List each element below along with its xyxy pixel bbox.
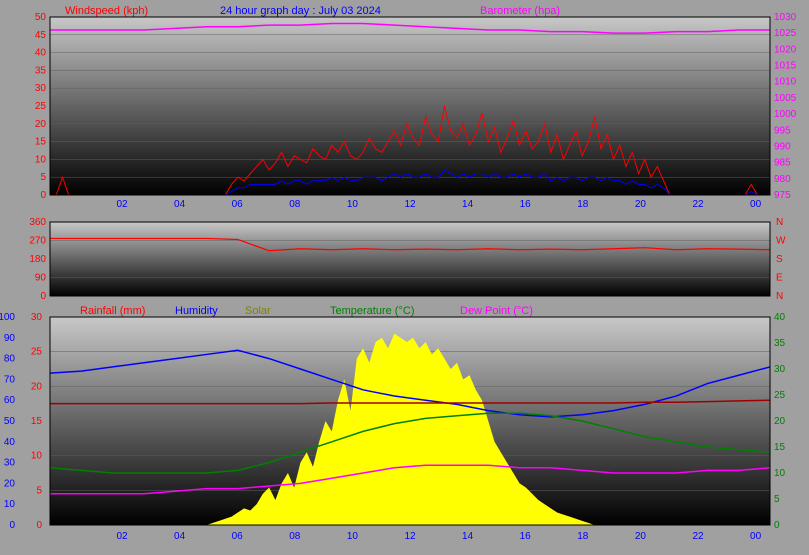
svg-text:270: 270 <box>29 236 46 247</box>
svg-text:5: 5 <box>36 485 42 496</box>
svg-text:Rainfall (mm): Rainfall (mm) <box>80 305 145 317</box>
svg-text:975: 975 <box>774 190 791 201</box>
svg-text:45: 45 <box>35 30 47 41</box>
svg-text:90: 90 <box>35 273 47 284</box>
svg-text:180: 180 <box>29 254 46 265</box>
svg-text:1000: 1000 <box>774 109 797 120</box>
svg-text:0: 0 <box>40 190 46 201</box>
svg-text:Solar: Solar <box>245 305 271 317</box>
svg-text:1015: 1015 <box>774 61 797 72</box>
svg-text:50: 50 <box>35 12 47 23</box>
svg-text:15: 15 <box>35 137 47 148</box>
svg-text:20: 20 <box>31 381 43 392</box>
svg-text:Dew Point (°C): Dew Point (°C) <box>460 305 533 317</box>
svg-text:25: 25 <box>31 347 43 358</box>
svg-text:Barometer (hpa): Barometer (hpa) <box>480 5 560 17</box>
svg-text:04: 04 <box>174 199 186 210</box>
svg-text:16: 16 <box>520 199 532 210</box>
svg-text:20: 20 <box>635 531 647 542</box>
svg-text:N: N <box>776 291 783 302</box>
svg-text:06: 06 <box>232 199 244 210</box>
svg-text:15: 15 <box>31 416 43 427</box>
svg-text:08: 08 <box>289 531 301 542</box>
svg-text:18: 18 <box>577 531 589 542</box>
svg-text:1005: 1005 <box>774 93 797 104</box>
weather-chart: 0510152025303540455097598098599099510001… <box>0 0 809 555</box>
svg-text:30: 30 <box>31 312 43 323</box>
svg-text:W: W <box>776 236 786 247</box>
svg-text:990: 990 <box>774 141 791 152</box>
svg-text:100: 100 <box>0 312 15 323</box>
svg-text:0: 0 <box>36 520 42 531</box>
svg-text:12: 12 <box>404 531 416 542</box>
svg-text:15: 15 <box>774 442 786 453</box>
svg-text:E: E <box>776 273 783 284</box>
svg-text:25: 25 <box>774 390 786 401</box>
svg-text:S: S <box>776 254 783 265</box>
svg-text:360: 360 <box>29 217 46 228</box>
svg-text:0: 0 <box>40 291 46 302</box>
chart-svg: 0510152025303540455097598098599099510001… <box>0 0 809 555</box>
svg-text:20: 20 <box>635 199 647 210</box>
svg-text:80: 80 <box>4 354 16 365</box>
svg-text:40: 40 <box>4 437 16 448</box>
svg-text:12: 12 <box>404 199 416 210</box>
svg-text:10: 10 <box>31 451 43 462</box>
svg-text:Humidity: Humidity <box>175 305 218 317</box>
svg-text:1010: 1010 <box>774 77 797 88</box>
svg-text:02: 02 <box>116 199 128 210</box>
svg-text:06: 06 <box>232 531 244 542</box>
svg-text:1030: 1030 <box>774 12 797 23</box>
svg-text:30: 30 <box>35 83 47 94</box>
svg-text:5: 5 <box>774 494 780 505</box>
svg-text:Windspeed (kph): Windspeed (kph) <box>65 5 148 17</box>
svg-text:22: 22 <box>692 199 704 210</box>
svg-text:20: 20 <box>774 416 786 427</box>
svg-text:20: 20 <box>4 478 16 489</box>
svg-text:980: 980 <box>774 174 791 185</box>
svg-text:1020: 1020 <box>774 44 797 55</box>
svg-text:35: 35 <box>774 338 786 349</box>
svg-text:10: 10 <box>35 154 47 165</box>
svg-text:16: 16 <box>520 531 532 542</box>
svg-text:40: 40 <box>774 312 786 323</box>
svg-text:30: 30 <box>774 364 786 375</box>
svg-text:00: 00 <box>750 199 762 210</box>
svg-text:10: 10 <box>774 468 786 479</box>
svg-text:985: 985 <box>774 158 791 169</box>
svg-text:60: 60 <box>4 395 16 406</box>
svg-text:00: 00 <box>750 531 762 542</box>
svg-text:50: 50 <box>4 416 16 427</box>
svg-text:5: 5 <box>40 172 46 183</box>
svg-text:14: 14 <box>462 531 474 542</box>
svg-text:70: 70 <box>4 374 16 385</box>
svg-text:10: 10 <box>347 199 359 210</box>
svg-text:22: 22 <box>692 531 704 542</box>
svg-text:24 hour graph day : July 03 20: 24 hour graph day : July 03 2024 <box>220 5 381 17</box>
svg-text:14: 14 <box>462 199 474 210</box>
svg-text:1025: 1025 <box>774 28 797 39</box>
svg-text:90: 90 <box>4 333 16 344</box>
svg-text:30: 30 <box>4 458 16 469</box>
svg-text:0: 0 <box>9 520 15 531</box>
svg-text:02: 02 <box>116 531 128 542</box>
svg-text:995: 995 <box>774 125 791 136</box>
svg-text:Temperature (°C): Temperature (°C) <box>330 305 414 317</box>
svg-text:10: 10 <box>4 499 16 510</box>
svg-text:40: 40 <box>35 48 47 59</box>
svg-text:25: 25 <box>35 101 47 112</box>
svg-text:20: 20 <box>35 119 47 130</box>
svg-text:0: 0 <box>774 520 780 531</box>
svg-text:35: 35 <box>35 65 47 76</box>
svg-text:08: 08 <box>289 199 301 210</box>
svg-text:N: N <box>776 217 783 228</box>
svg-text:04: 04 <box>174 531 186 542</box>
svg-text:10: 10 <box>347 531 359 542</box>
svg-text:18: 18 <box>577 199 589 210</box>
